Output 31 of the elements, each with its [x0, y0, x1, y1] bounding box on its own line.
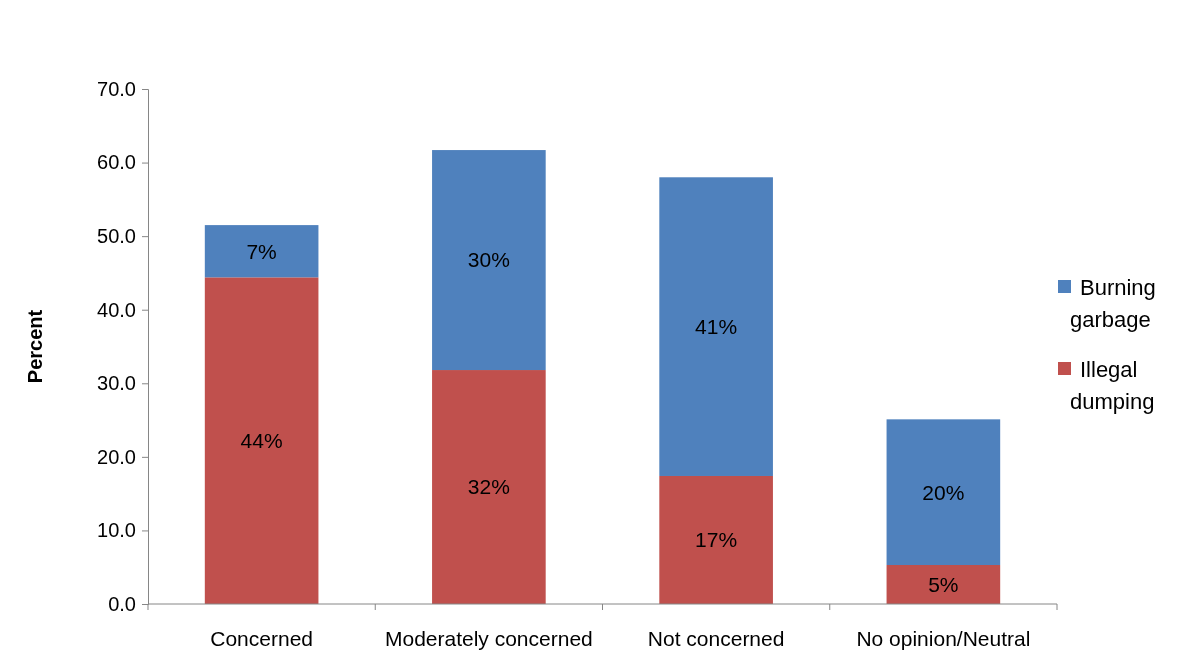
y-tick-label: 60.0 — [97, 151, 136, 174]
data-label: 32% — [467, 475, 510, 499]
data-label: 5% — [928, 572, 959, 596]
y-tick-label: 10.0 — [97, 519, 136, 542]
bar — [659, 177, 773, 476]
bar — [886, 419, 1001, 566]
data-label: 41% — [695, 314, 738, 338]
legend-label: Burning garbage — [1070, 275, 1156, 332]
x-tick-label: Concerned — [210, 627, 313, 650]
x-tick-label: No opinion/Neutral — [856, 627, 1031, 650]
x-tick-label: Moderately concerned — [384, 627, 593, 650]
bar — [432, 370, 546, 604]
bar — [204, 225, 319, 278]
y-tick-label: 40.0 — [97, 298, 136, 321]
y-tick-label: 20.0 — [97, 445, 136, 468]
y-tick-label: 70.0 — [97, 77, 136, 100]
bar — [432, 150, 546, 371]
x-tick-label: Not concerned — [647, 627, 785, 650]
data-label: 7% — [246, 239, 277, 263]
data-label: 20% — [922, 480, 965, 504]
y-axis-title: Percent — [24, 309, 46, 384]
bar — [659, 475, 773, 604]
y-tick-label: 30.0 — [97, 372, 136, 395]
data-label: 17% — [695, 528, 738, 552]
data-label: 30% — [467, 248, 510, 272]
legend-label: Illegal dumping — [1070, 357, 1155, 414]
data-label: 44% — [240, 429, 283, 453]
bar — [886, 565, 1001, 604]
y-tick-label: 0.0 — [108, 592, 136, 615]
bar — [204, 277, 319, 604]
y-tick-label: 50.0 — [97, 225, 136, 248]
